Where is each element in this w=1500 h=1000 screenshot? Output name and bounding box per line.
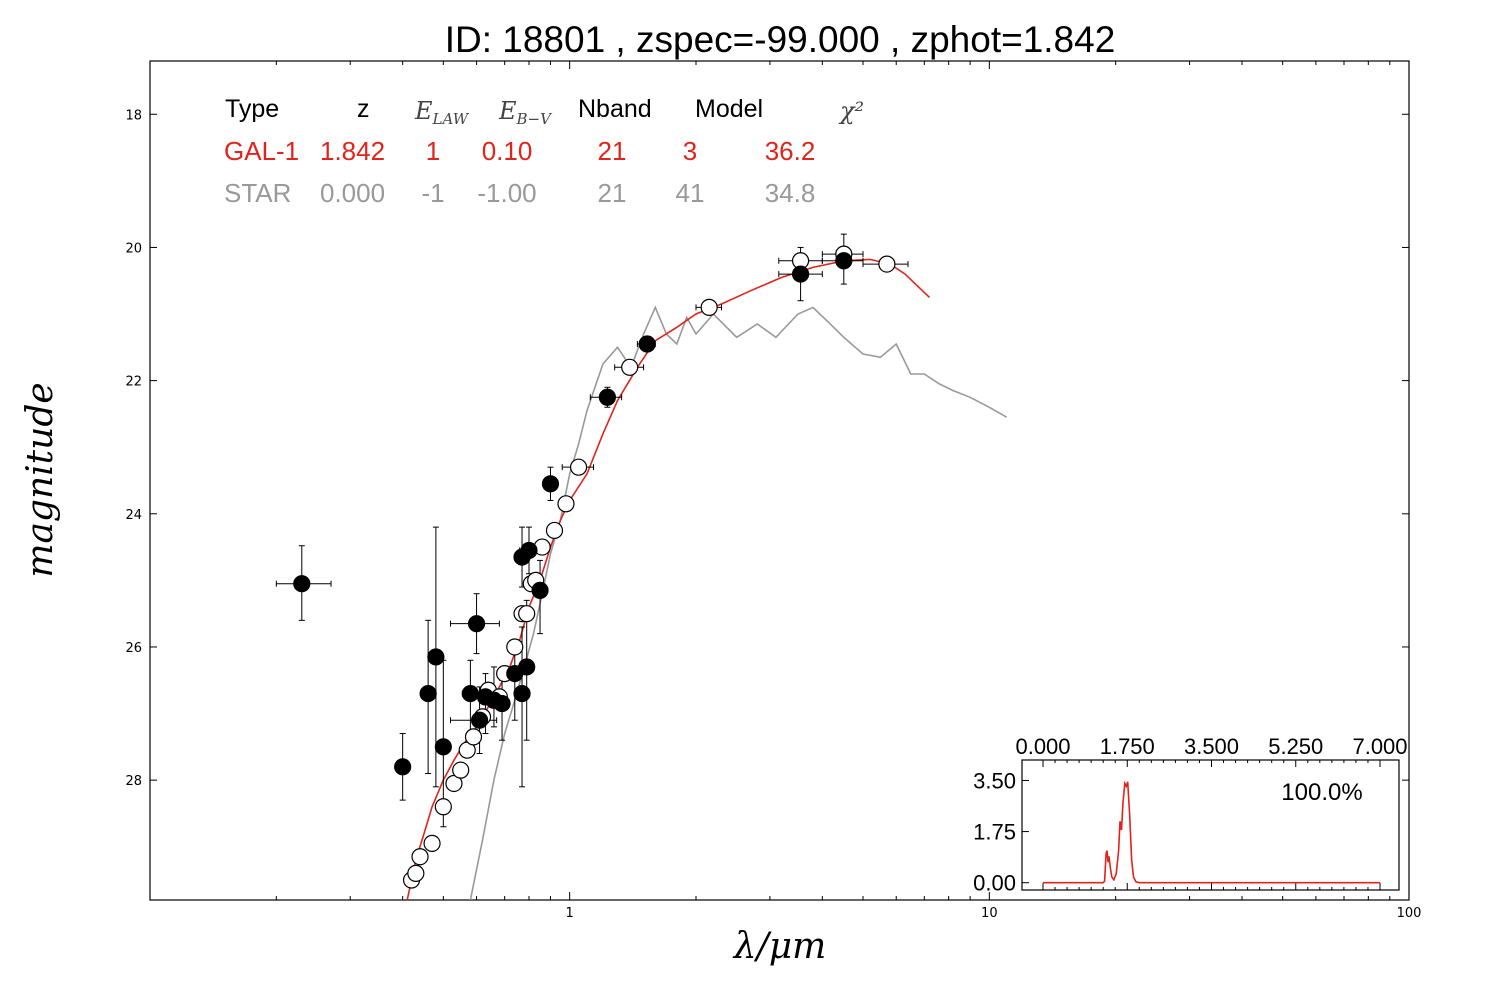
col-header-chi2: χ² [838,97,864,125]
observed-point [461,684,479,703]
plot-area [275,233,1008,900]
model-point [423,834,441,853]
table-cell: STAR [224,178,291,208]
table-cell: 34.8 [765,178,816,208]
fit-results-rows: GAL-1 1.842 1 0.10 21 3 36.2 STAR 0.000 -1 -1.00 21… [224,136,815,208]
inset-pdf-curve [1043,780,1380,884]
table-cell: 1.842 [320,136,385,166]
model-point [411,848,429,866]
inset-x-tick-label: 5.250 [1268,734,1323,759]
y-axis-label: magnitude [20,382,61,577]
table-cell: 1 [426,136,440,166]
observed-point [541,475,560,493]
y-tick-label: 28 [125,774,142,789]
inset-y-tick-label: 1.75 [973,820,1016,845]
model-point [464,728,483,746]
model-point [569,458,588,476]
table-cell: 21 [598,178,627,208]
plot-frame [149,60,1410,901]
y-axis-ticks: 18 20 22 24 26 28 [125,108,1409,789]
x-axis-ticks: 1 10 100 [275,61,1422,921]
inset-pdf-line [1043,780,1380,884]
observed-point [518,658,536,676]
model-point [557,495,575,513]
table-cell: 0.10 [482,136,533,166]
model-point [434,798,452,816]
observed-point [467,615,486,633]
inset-y-tick-label: 0.00 [973,871,1016,896]
inset-probability-label: 100.0% [1281,779,1362,806]
observed-point [520,541,538,560]
col-header-ebv: EB−V [498,97,553,128]
table-cell: 41 [676,178,705,208]
col-header-nband: Nband [578,95,652,123]
model-point [878,255,896,273]
table-cell: 21 [598,136,627,166]
table-cell: -1.00 [477,178,536,208]
table-cell: 3 [683,136,697,166]
x-tick-label: 1 [566,906,574,921]
observed-point [419,684,437,703]
table-cell: GAL-1 [224,136,299,166]
observed-point [293,575,311,593]
observed-point [638,335,656,353]
sed-line-star [469,305,1008,900]
observed-point [434,738,452,756]
observed-point [531,581,549,599]
x-tick-label: 10 [981,906,998,921]
y-tick-label: 18 [125,108,142,123]
x-tick-label: 100 [1397,906,1422,921]
inset-x-tick-label: 3.500 [1184,734,1239,759]
table-cell: 0.000 [320,178,385,208]
plot-layer [275,233,1008,900]
col-header-type: Type [225,95,279,123]
model-point [518,605,536,623]
y-tick-label: 22 [125,375,142,390]
y-tick-label: 26 [125,641,142,656]
inset-y-tick-label: 3.50 [973,768,1016,793]
inset-x-tick-label: 7.000 [1352,734,1407,759]
observed-point [427,648,445,666]
observed-point [791,265,810,283]
model-point [700,298,718,316]
observed-point [513,684,531,703]
table-cell: -1 [421,178,444,208]
table-cell: 36.2 [765,136,816,166]
chart-title: ID: 18801 , zspec=-99.000 , zphot=1.842 [445,19,1116,60]
fit-results-table: Type z ELAW EB−V Nband Model χ² [225,95,864,128]
model-point [407,864,425,882]
y-tick-label: 24 [125,508,142,523]
inset-frame [1021,759,1400,891]
sed-line-gal-1 [406,258,931,900]
model-point [506,638,524,656]
model-point [545,521,564,540]
col-header-z: z [357,95,370,123]
inset-x-tick-label: 0.000 [1015,734,1070,759]
x-axis-label: λ/μm [732,926,826,967]
observed-point [835,252,853,270]
col-header-model: Model [695,95,763,123]
model-point [621,358,639,376]
inset-ticks: 0.000 1.750 3.500 5.250 7.000 0.00 1.75 3.50 [973,734,1407,896]
observed-point [598,388,616,406]
y-tick-label: 20 [125,241,142,256]
observed-point [493,694,511,713]
observed-point [470,711,489,729]
col-header-elaw: ELAW [414,97,470,128]
observed-point [394,758,412,776]
model-point [452,761,470,779]
redshift-pdf-inset: 0.000 1.750 3.500 5.250 7.000 0.00 1.75 3.50 10… [973,734,1407,896]
inset-x-tick-label: 1.750 [1100,734,1155,759]
